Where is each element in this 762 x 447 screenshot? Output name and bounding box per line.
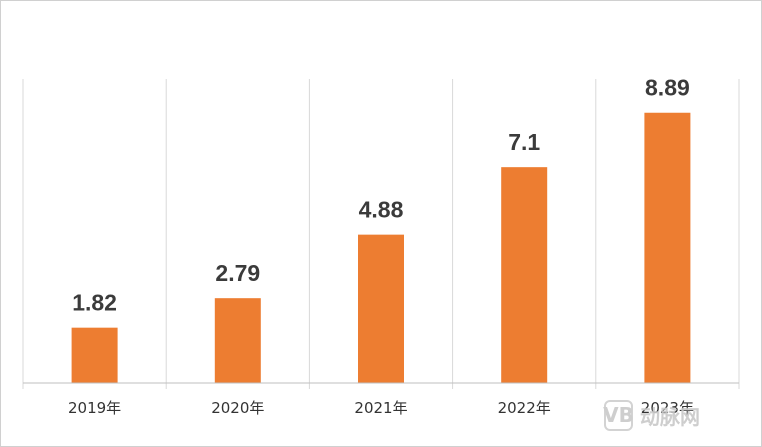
grid-lines bbox=[22, 79, 740, 389]
watermark-text: 动脉网 bbox=[640, 405, 700, 429]
x-tick-label: 2019年 bbox=[68, 399, 121, 417]
data-label-2020年: 2.79 bbox=[215, 260, 260, 286]
data-label-2022年: 7.1 bbox=[508, 129, 540, 155]
watermark-logo-text: VB bbox=[603, 403, 634, 427]
x-tick-label: 2020年 bbox=[211, 399, 264, 417]
x-tick-label: 2021年 bbox=[354, 399, 407, 417]
x-tick-label: 2022年 bbox=[498, 399, 551, 417]
bar-2022年 bbox=[501, 167, 548, 383]
bar-2023年 bbox=[644, 112, 691, 383]
bars bbox=[71, 112, 691, 383]
watermark: VB 动脉网 bbox=[603, 400, 700, 431]
bar-2019年 bbox=[71, 327, 118, 383]
bar-2020年 bbox=[214, 298, 261, 383]
watermark-logo-badge bbox=[604, 400, 633, 431]
bar-2021年 bbox=[358, 234, 404, 383]
x-axis-tick-labels: 2019年 2020年 2021年 2022年 2023年 bbox=[68, 399, 694, 417]
data-label-2023年: 8.89 bbox=[645, 75, 690, 101]
data-label-2019年: 1.82 bbox=[72, 290, 117, 316]
data-label-2021年: 4.88 bbox=[359, 197, 404, 223]
x-tick-label: 2023年 bbox=[641, 399, 694, 417]
value-labels: 1.82 2.79 4.88 7.1 8.89 bbox=[72, 75, 690, 316]
